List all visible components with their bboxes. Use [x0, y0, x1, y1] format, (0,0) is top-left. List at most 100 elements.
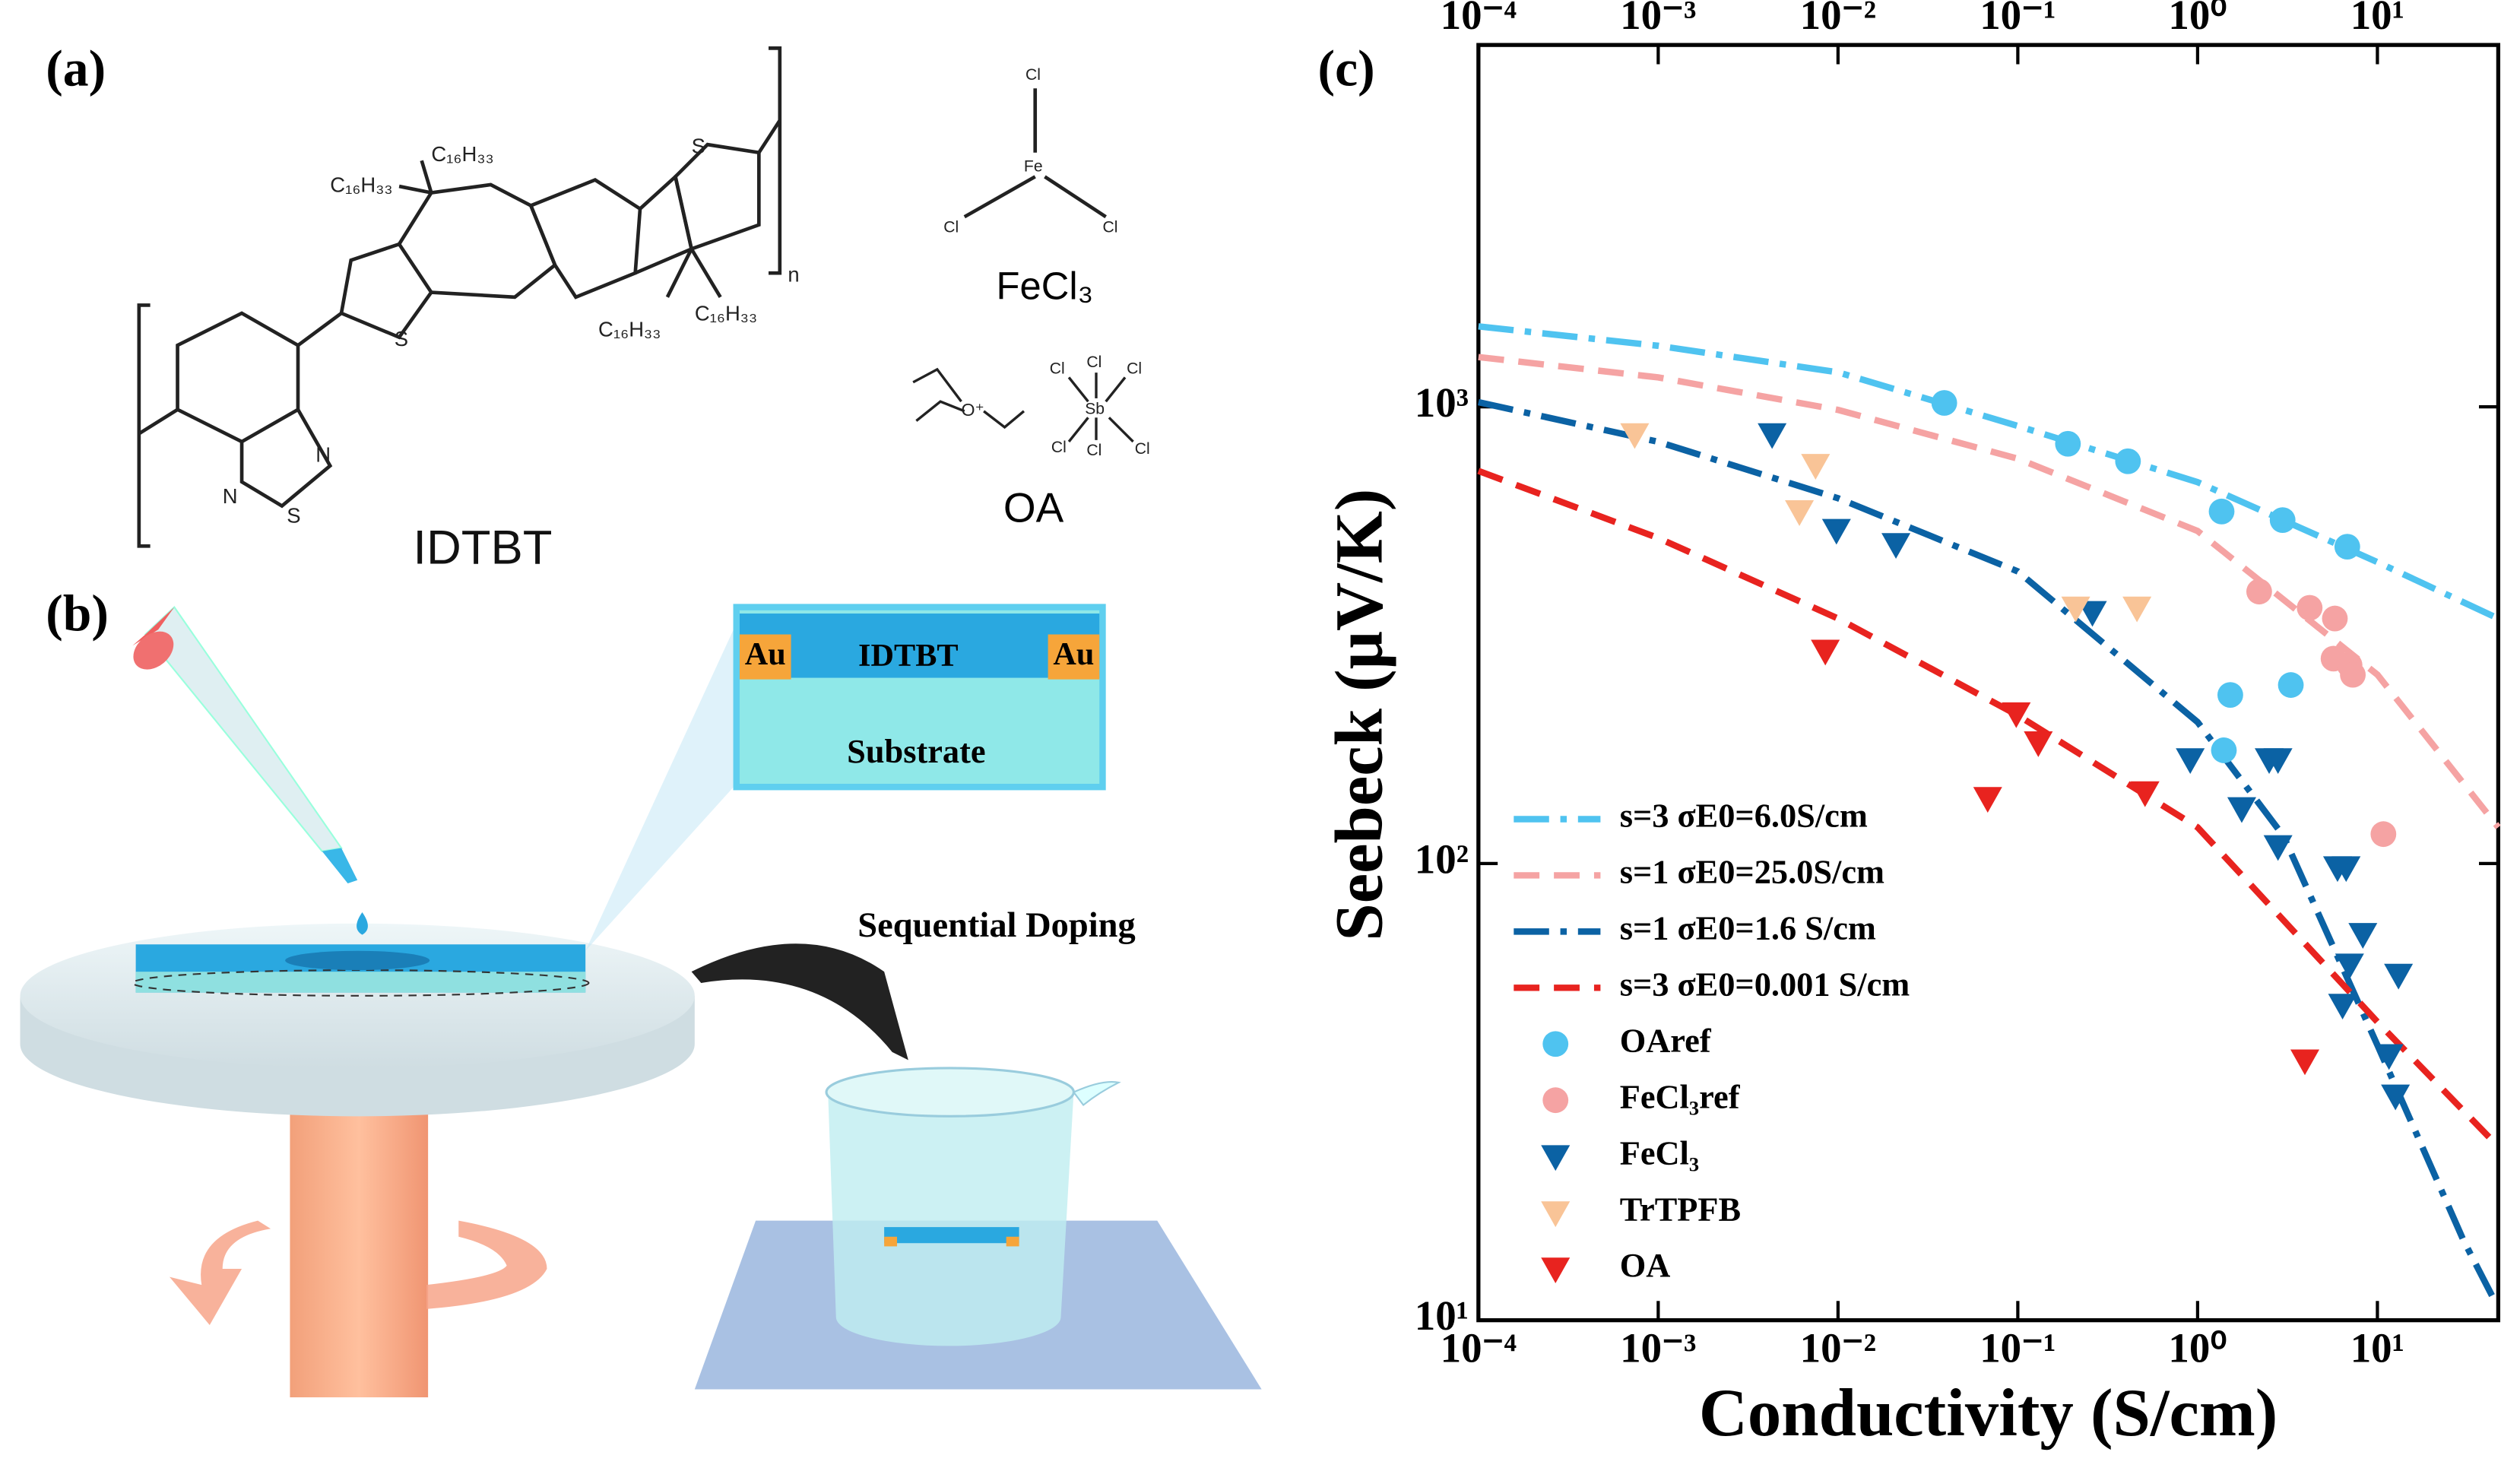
step-label: Sequential Doping [857, 906, 1135, 945]
legend-label: s=3 σE0=0.001 S/cm [1620, 965, 1910, 1003]
point [2263, 835, 2293, 861]
legend-label: OAref [1620, 1021, 1712, 1059]
point [2130, 781, 2160, 807]
point [2340, 661, 2366, 688]
side-chain: C₁₆H₃₃ [598, 317, 661, 341]
point [1973, 787, 2002, 813]
point [1620, 423, 1650, 449]
atom: Cl [1025, 66, 1041, 84]
legend-label: FeCl₃ref [1620, 1077, 1741, 1115]
point [2217, 682, 2243, 709]
compound-name: OA [1003, 484, 1064, 531]
fit-line [1478, 354, 2501, 829]
x-top-tick-label: 10⁻⁴ [1441, 0, 1517, 38]
y-tick-label: 10³ [1415, 379, 1469, 426]
point [2227, 797, 2256, 823]
point [1758, 423, 1787, 449]
point [2078, 601, 2107, 627]
point [2278, 672, 2304, 698]
point [2335, 953, 2364, 980]
beaker [691, 943, 1262, 1390]
panel-label: (c) [1318, 40, 1375, 97]
legend-label: TrTPFB [1620, 1190, 1741, 1228]
compound-name: FeCl₃ [997, 265, 1094, 308]
inset-label: Au [745, 636, 786, 672]
atom: Cl [1086, 354, 1102, 371]
point [1931, 390, 1957, 416]
point [2328, 994, 2357, 1020]
plot: 10⁻⁴ 10⁻⁴ 10⁻³ 10⁻³ 10⁻² 10⁻² 10⁻¹ 10⁻¹ 10⁰ 10⁰ 10… [1322, 0, 2501, 1451]
polymer-name: IDTBT [413, 521, 552, 574]
point [2381, 1084, 2411, 1111]
point [2334, 534, 2360, 560]
y-tick-label: 10² [1415, 836, 1469, 883]
atom: O⁺ [962, 400, 984, 420]
point [2331, 856, 2361, 883]
fit-line [1477, 398, 2498, 1303]
point [2024, 731, 2053, 757]
point [2322, 605, 2348, 632]
inset [585, 604, 1106, 951]
x-top-tick-label: 10¹ [2350, 0, 2404, 38]
point [1821, 518, 1851, 545]
legend-swatch [1541, 1145, 1571, 1172]
legend-swatch [1542, 1031, 1569, 1057]
point [1881, 533, 1911, 560]
side-chain: C₁₆H₃₃ [330, 173, 392, 196]
legend-swatch [1541, 1257, 1571, 1284]
x-tick-label: 10¹ [2350, 1324, 2404, 1371]
x-tick-label: 10⁻⁴ [1441, 1324, 1517, 1371]
point [2122, 596, 2152, 623]
legend-label: FeCl₃ [1620, 1133, 1699, 1172]
legend-swatch [1541, 1201, 1571, 1228]
x-tick-label: 10⁻² [1800, 1324, 1876, 1371]
atom: Cl [1050, 360, 1065, 377]
atom: N [315, 442, 331, 466]
point [2115, 448, 2141, 474]
atom: Cl [1135, 440, 1150, 458]
atom: Cl [1102, 219, 1117, 236]
legend-label: s=3 σE0=6.0S/cm [1620, 797, 1868, 835]
spin-coater [20, 605, 695, 1398]
inset-label: Substrate [847, 732, 985, 770]
x-top-tick-label: 10⁰ [2168, 0, 2227, 38]
atom: S [287, 504, 300, 528]
x-tick-label: 10⁻¹ [1980, 1324, 2056, 1371]
atom: Fe [1024, 157, 1043, 175]
point [1801, 454, 1831, 480]
point [2061, 596, 2090, 623]
point [2269, 507, 2296, 534]
atom: Sb [1085, 400, 1105, 417]
point [2002, 702, 2031, 728]
atom: Cl [943, 219, 959, 236]
point [2263, 748, 2293, 775]
point [2176, 748, 2205, 775]
point [2374, 1044, 2404, 1070]
side-chain: C₁₆H₃₃ [695, 301, 757, 325]
atom: N [223, 484, 238, 508]
atom: Cl [1051, 439, 1067, 456]
point [2055, 430, 2081, 457]
atom: Cl [1127, 360, 1142, 377]
x-tick-label: 10⁻³ [1620, 1324, 1696, 1371]
plot-frame [1476, 43, 2501, 1323]
x-top-tick-label: 10⁻³ [1620, 0, 1696, 38]
side-chain: C₁₆H₃₃ [431, 142, 493, 166]
point [1811, 639, 1840, 666]
idtbt-structure [137, 46, 782, 548]
point [1785, 500, 1815, 526]
point [2384, 963, 2414, 990]
atom: S [692, 135, 705, 158]
oa-structure [912, 367, 1134, 443]
inset-label: IDTBT [858, 638, 958, 674]
panel-label: (a) [46, 40, 106, 97]
point [2246, 579, 2272, 605]
y-tick-label: 10¹ [1415, 1292, 1469, 1339]
inset-label: Au [1053, 636, 1094, 672]
point [2208, 498, 2235, 525]
legend-label: OA [1620, 1246, 1671, 1284]
atom: S [395, 327, 408, 350]
x-top-tick-label: 10⁻² [1800, 0, 1876, 38]
fecl3-structure [963, 88, 1107, 219]
